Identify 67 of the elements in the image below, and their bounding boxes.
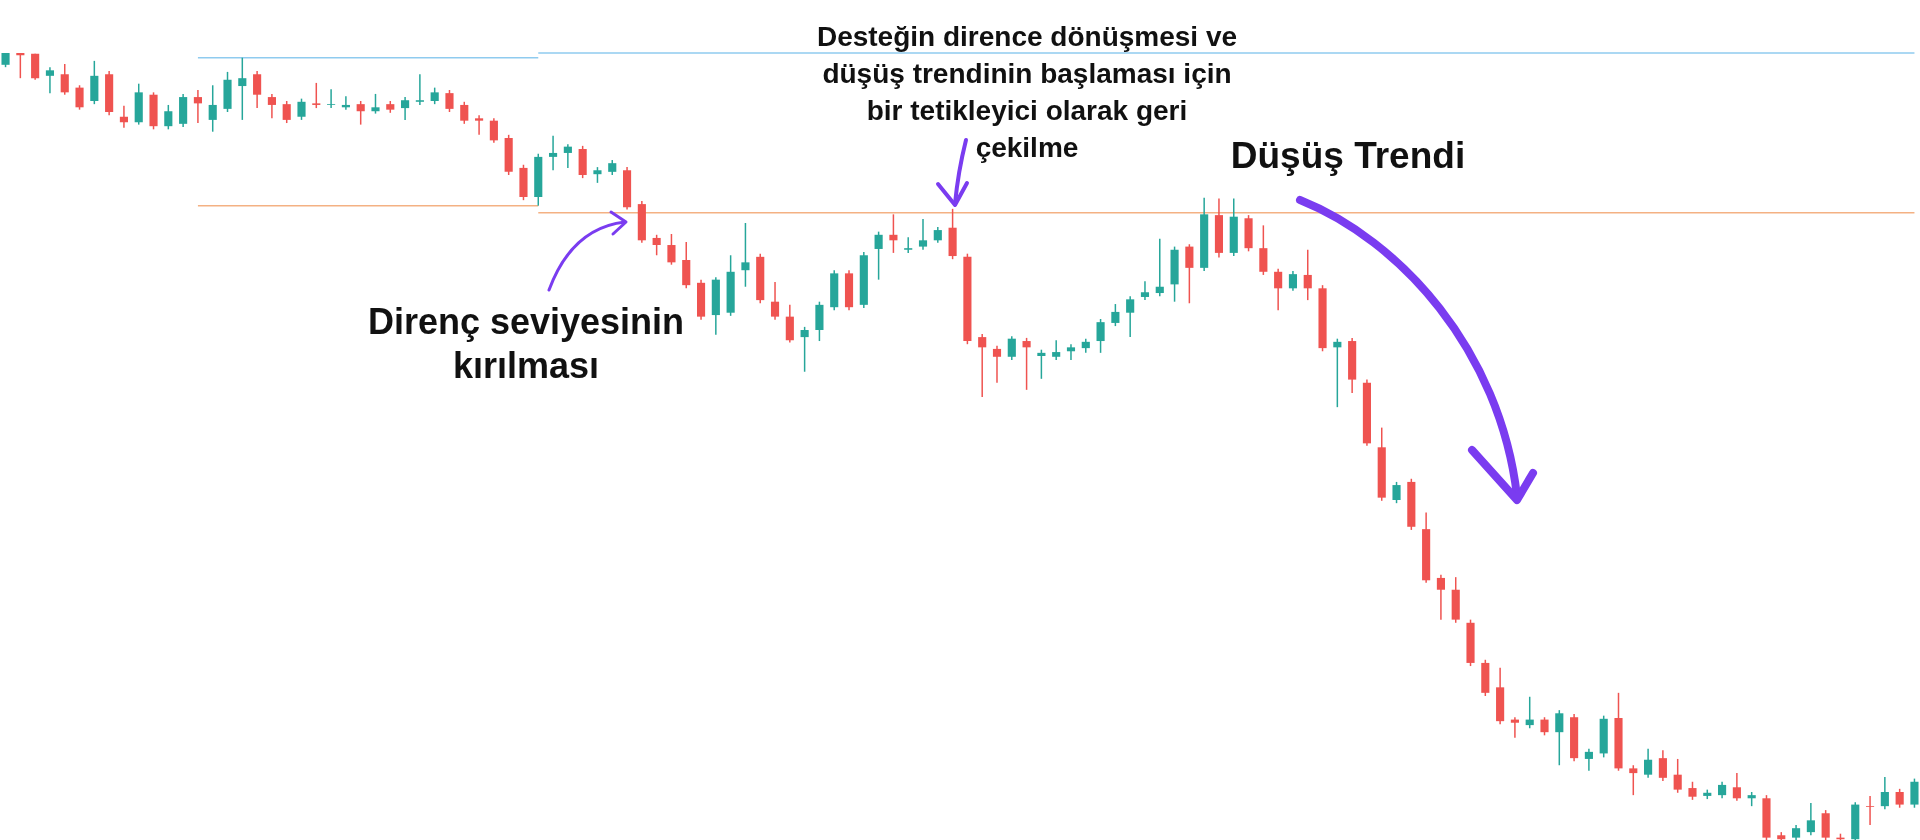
candlestick [548,134,558,172]
candlestick [460,101,469,125]
candlestick [1436,574,1445,621]
candlestick [445,89,454,113]
candlestick [1555,709,1564,766]
candlestick [208,84,217,133]
candlestick [992,345,1002,384]
candlestick [60,63,69,96]
candlestick [371,93,380,115]
candlestick [770,281,780,321]
candlestick [785,304,794,344]
candlestick [667,233,676,266]
candlestick [1037,348,1046,380]
candlestick [1126,295,1135,338]
candlestick [1022,337,1031,391]
candlestick [1274,267,1283,312]
candlestick [741,222,750,288]
candlestick [164,104,173,131]
candlestick [652,234,661,257]
candlestick [1007,335,1016,361]
candlestick [1584,747,1593,772]
candlestick [1688,781,1697,801]
candlestick [1288,270,1298,292]
candlestick [1895,788,1904,809]
candlestick [253,70,262,109]
candlestick [918,218,928,251]
candlestick [1510,716,1519,739]
candlestick [1155,237,1164,297]
candlestick [1880,776,1889,811]
candlestick [1673,758,1682,794]
candlestick [1111,303,1120,327]
candlestick [904,236,913,254]
candlestick [489,117,498,144]
candlestick [312,82,321,109]
candlestick [978,333,987,398]
candlestick [193,89,202,124]
candlestick [1910,777,1919,809]
candlestick [415,73,424,106]
annotation: Direnç seviyesinin kırılması [366,300,686,388]
candlestick [327,88,336,109]
candlestick [1644,747,1653,779]
candlestick [1540,716,1549,737]
candlestick [401,96,410,121]
candlestick [1259,224,1268,276]
candlestick [267,93,276,120]
candlestick [45,66,55,94]
candlestick [1066,343,1076,361]
candlestick [1185,243,1194,305]
candlestick [75,84,84,111]
candlestick [1658,749,1667,782]
candlestick [297,97,306,121]
candlestick [475,114,484,136]
candlestick [1096,318,1105,354]
candlestick [1052,339,1061,361]
candlestick [874,230,883,281]
candlestick [356,100,365,126]
candlestick [1303,249,1312,301]
candlestick [563,143,572,169]
candlestick [1865,795,1875,826]
candlestick [1140,280,1150,301]
candlestick [1629,764,1638,796]
candlestick [800,326,809,373]
candlestick [1732,772,1741,802]
candlestick [1806,802,1815,837]
candlestick [238,56,247,121]
candlestick [1392,481,1401,504]
candlestick [282,100,291,124]
